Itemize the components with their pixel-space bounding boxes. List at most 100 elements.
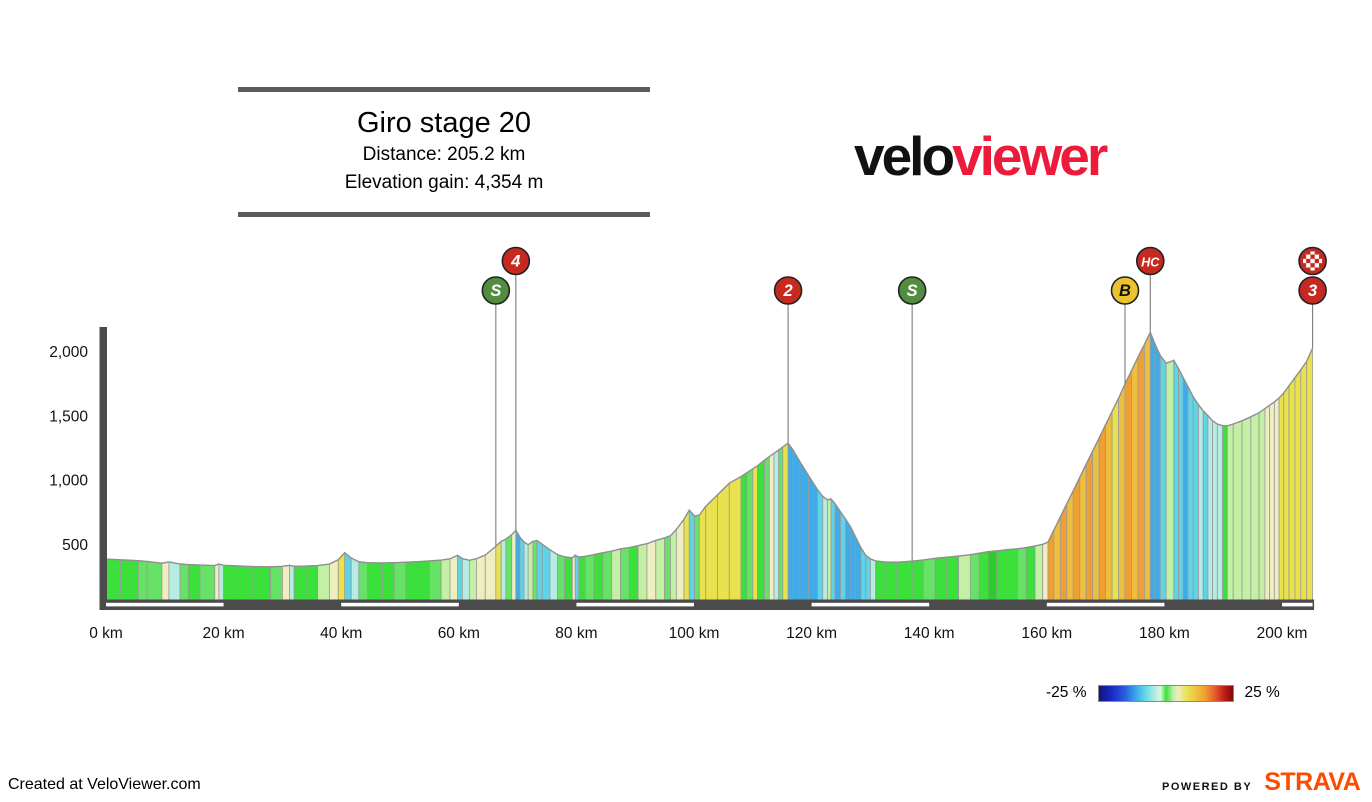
marker-finish xyxy=(1298,246,1327,276)
profile-segment xyxy=(168,561,181,605)
profile-segment xyxy=(934,556,948,605)
gradient-colorbar xyxy=(1097,684,1234,702)
powered-by-label: POWERED BY xyxy=(1162,781,1253,793)
profile-segment xyxy=(1034,543,1044,605)
profile-surface-line xyxy=(105,330,1314,568)
stage-summary: Giro stage 20 Distance: 205.2 km Elevati… xyxy=(238,87,650,217)
profile-segment xyxy=(664,535,671,605)
profile-segment xyxy=(620,547,630,605)
profile-segment xyxy=(683,508,690,605)
profile-segment xyxy=(505,533,513,605)
profile-segment xyxy=(1053,516,1061,605)
profile-segment xyxy=(500,538,507,605)
profile-segment xyxy=(1294,368,1302,605)
summary-divider-bottom xyxy=(238,212,650,217)
profile-segment xyxy=(817,488,824,605)
profile-segment xyxy=(1288,376,1296,605)
profile-segment xyxy=(350,557,360,605)
profile-segment xyxy=(574,554,580,605)
profile-segment xyxy=(344,551,352,605)
profile-segment xyxy=(137,560,148,605)
stage-elevation-gain: Elevation gain: 4,354 m xyxy=(344,172,544,193)
profile-segment xyxy=(564,556,573,605)
profile-segment xyxy=(1154,343,1161,605)
profile-segment xyxy=(1079,463,1087,605)
profile-segment xyxy=(484,545,497,605)
marker-cat-4: 4 xyxy=(501,246,531,276)
profile-segment xyxy=(787,441,794,605)
profile-segment xyxy=(317,563,330,605)
profile-segment xyxy=(1042,541,1049,605)
powered-by-strava: POWERED BY STRAVA xyxy=(1162,768,1361,797)
marker-sprint-1: S xyxy=(481,276,511,305)
profile-segment xyxy=(830,497,836,605)
created-at-credit: Created at VeloViewer.com xyxy=(8,776,201,793)
profile-segment xyxy=(1232,420,1243,605)
profile-segment xyxy=(757,459,765,605)
profile-segment xyxy=(946,555,959,605)
profile-segment xyxy=(896,560,913,605)
profile-segment xyxy=(449,554,459,605)
y-tick-label: 2,000 xyxy=(49,344,88,361)
profile-segment xyxy=(969,552,980,605)
profile-segment xyxy=(1273,397,1280,605)
profile-segment xyxy=(527,540,534,605)
profile-segment xyxy=(870,558,877,605)
marker-label: 3 xyxy=(1308,282,1317,300)
profile-segment xyxy=(637,543,648,605)
profile-segment xyxy=(571,554,576,605)
profile-segment xyxy=(1005,548,1018,605)
summary-divider-top xyxy=(238,87,650,92)
profile-segment xyxy=(593,552,604,605)
profile-segment xyxy=(305,565,319,605)
profile-segment xyxy=(1165,359,1175,605)
legend-min-label: -25 % xyxy=(1046,684,1087,701)
profile-segment xyxy=(840,510,847,605)
profile-segment xyxy=(865,554,871,605)
x-tick-label: 120 km xyxy=(786,625,837,642)
profile-segment xyxy=(337,551,346,605)
x-tick-label: 200 km xyxy=(1257,625,1308,642)
profile-segment xyxy=(515,528,521,605)
profile-segment xyxy=(792,448,801,605)
y-tick-label: 500 xyxy=(62,537,88,554)
logo-velo: velo xyxy=(854,125,955,187)
profile-segment xyxy=(584,554,595,605)
profile-segment xyxy=(281,564,290,605)
marker-cat-2: 2 xyxy=(773,276,803,305)
legend-max-label: 25 % xyxy=(1244,684,1280,701)
x-tick-label: 20 km xyxy=(202,625,244,642)
profile-segment xyxy=(1159,354,1167,605)
profile-segment xyxy=(495,540,502,605)
profile-segment xyxy=(541,543,551,605)
profile-segment xyxy=(146,560,163,605)
axis-scale-stripe xyxy=(1282,602,1313,607)
profile-segment xyxy=(1226,423,1234,605)
marker-label: 2 xyxy=(782,282,792,300)
veloviewer-logo: veloviewer xyxy=(854,125,1108,187)
marker-lines xyxy=(495,274,1314,562)
profile-segment xyxy=(875,560,886,605)
x-tick-label: 140 km xyxy=(904,625,955,642)
profile-segment xyxy=(694,514,700,605)
profile-segment xyxy=(1300,359,1308,605)
profile-segment xyxy=(688,509,695,605)
profile-segment xyxy=(1198,403,1204,605)
profile-segment xyxy=(922,557,936,605)
marker-label: B xyxy=(1119,282,1131,300)
page-title: Giro stage 20 xyxy=(356,107,532,139)
profile-segment xyxy=(234,565,254,605)
x-tick-label: 180 km xyxy=(1139,625,1190,642)
profile-segment xyxy=(628,545,639,605)
profile-segment xyxy=(1250,412,1260,605)
profile-segment xyxy=(428,559,442,605)
profile-segment xyxy=(1182,377,1189,605)
profile-segment xyxy=(978,551,989,605)
profile-segment xyxy=(1173,358,1179,605)
profile-segment xyxy=(845,517,852,605)
profile-segment xyxy=(778,446,784,605)
profile-segment xyxy=(1137,344,1145,605)
profile-segment xyxy=(1202,409,1209,605)
